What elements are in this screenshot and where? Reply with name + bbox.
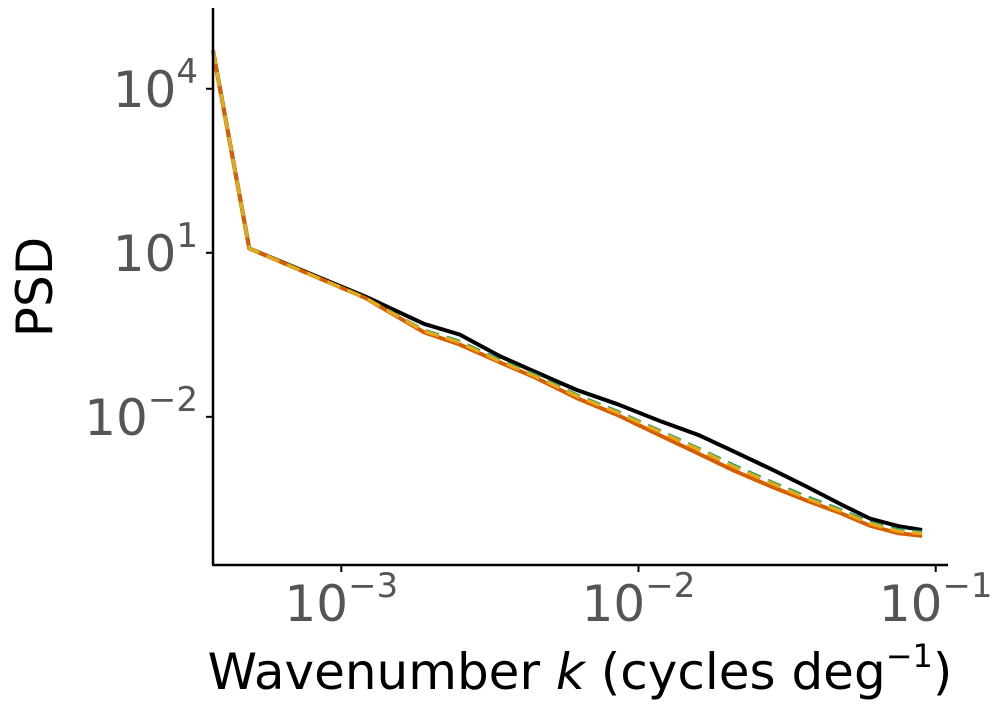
series-group (211, 50, 923, 538)
series-line-black (211, 50, 923, 532)
x-tick-label: 10−2 (582, 566, 696, 633)
y-axis-label: PSD (6, 237, 64, 337)
x-axis-label: Wavenumber k (cycles deg−1) (208, 637, 953, 701)
y-tick-label: 101 (113, 216, 198, 283)
x-ticks: 10−3 10−2 10−1 (284, 565, 993, 633)
y-ticks: 104 101 10−2 (84, 52, 213, 447)
series-line-teal (211, 50, 923, 534)
x-tick-label: 10−1 (879, 566, 993, 633)
y-tick-label: 104 (113, 52, 198, 119)
y-tick-label: 10−2 (84, 380, 198, 447)
x-tick-label: 10−3 (284, 566, 398, 633)
series-line-orange (211, 50, 923, 538)
series-line-yellow (211, 50, 923, 536)
